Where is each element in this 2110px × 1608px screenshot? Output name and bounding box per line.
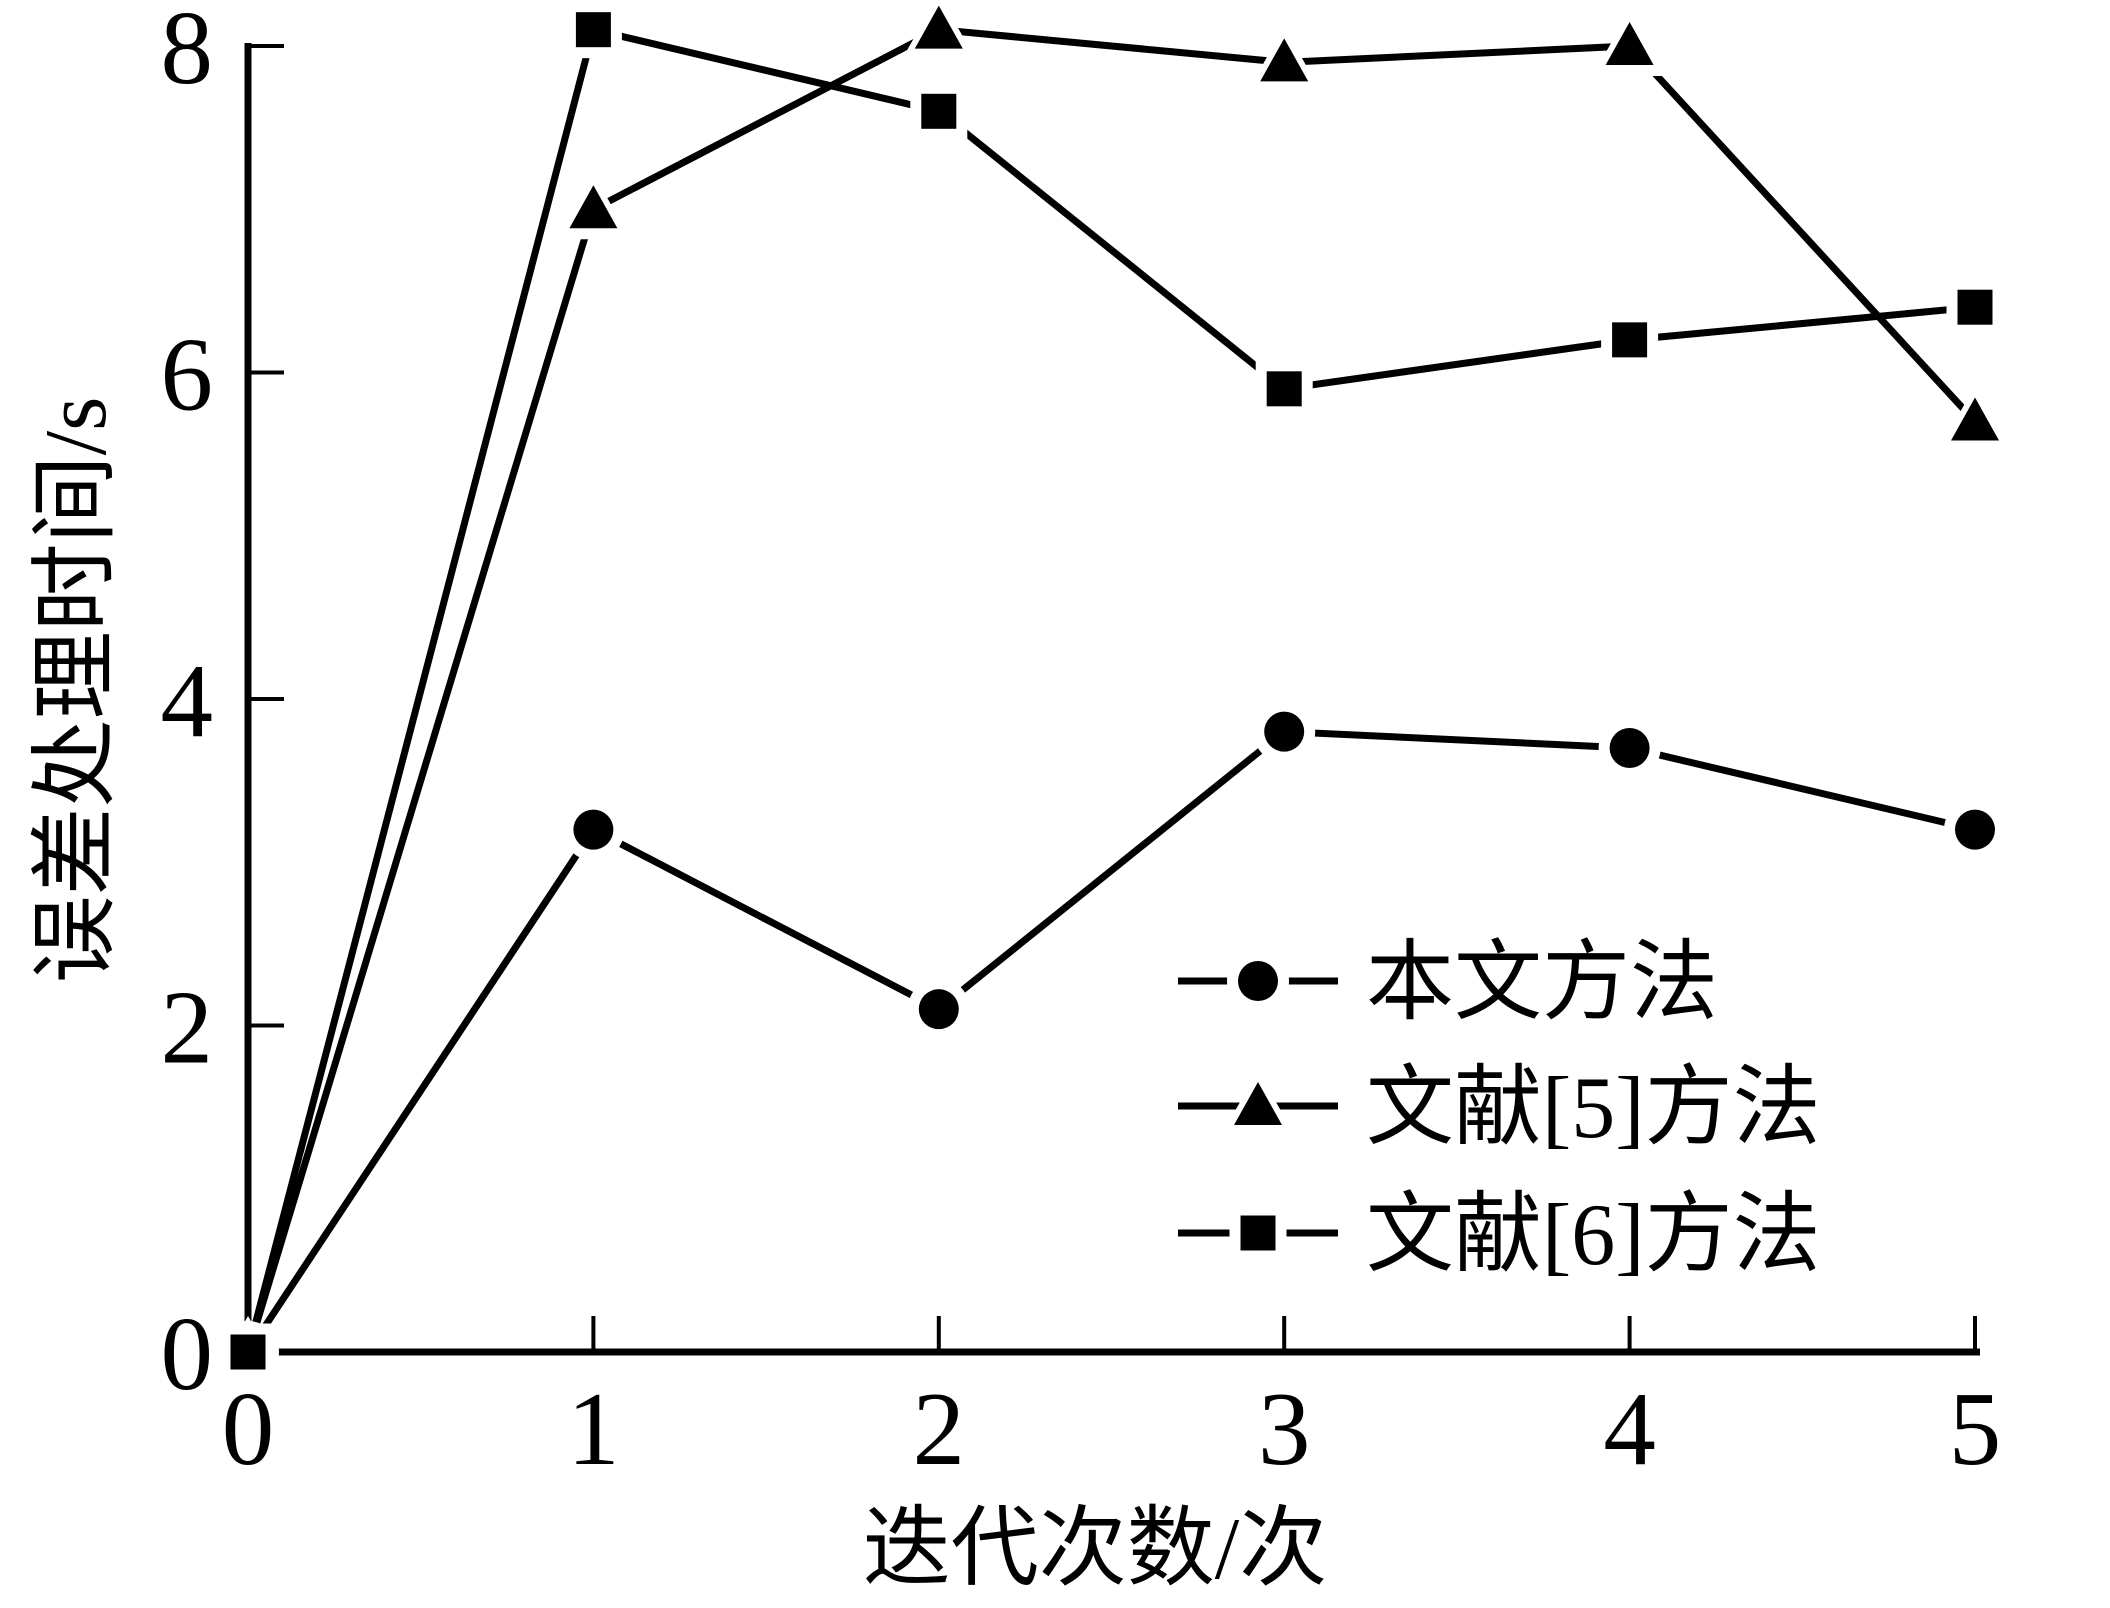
circle-marker — [918, 989, 959, 1030]
triangle-marker — [1951, 397, 1999, 441]
triangle-marker — [1605, 22, 1654, 65]
x-tick-label: 2 — [913, 1370, 966, 1487]
series-markers-1 — [211, 0, 2012, 1382]
series-line-2 — [244, 25, 1976, 1353]
legend-item-1: 文献[5]方法 — [1178, 1060, 1821, 1157]
y-tick-label: 8 — [161, 0, 214, 106]
y-axis-title: 误差处理时间/s — [28, 397, 125, 984]
x-tick-label: 3 — [1258, 1370, 1311, 1487]
legend-label: 文献[5]方法 — [1366, 1060, 1821, 1157]
x-axis-title: 迭代次数/次 — [863, 1501, 1327, 1598]
x-tick-label: 0 — [222, 1370, 275, 1487]
series-layer — [211, 0, 2012, 1383]
x-tick-label: 4 — [1603, 1370, 1656, 1487]
square-marker — [1266, 371, 1302, 407]
square-marker — [1240, 1215, 1276, 1251]
y-tick-label: 2 — [161, 969, 214, 1086]
circle-marker — [1609, 727, 1650, 768]
axes-layer: 0 2 4 6 8 0 1 2 3 4 5 — [161, 0, 2002, 1487]
y-tick-label: 4 — [161, 642, 214, 759]
triangle-marker — [914, 5, 963, 49]
circle-marker — [1264, 711, 1305, 752]
square-marker — [1957, 289, 1993, 325]
legend-label: 文献[6]方法 — [1366, 1187, 1821, 1284]
legend-item-2: 文献[6]方法 — [1178, 1187, 1821, 1284]
triangle-marker — [1234, 1082, 1282, 1125]
legend-item-0: 本文方法 — [1178, 935, 1718, 1032]
x-tick-label: 5 — [1949, 1370, 2002, 1487]
square-marker — [921, 93, 957, 129]
series-markers-2 — [219, 1, 2004, 1381]
square-marker — [1612, 322, 1648, 358]
series-line-1 — [244, 26, 1978, 1354]
circle-marker — [1955, 809, 1995, 850]
circle-marker — [573, 809, 614, 850]
x-tick-label: 1 — [567, 1370, 620, 1487]
legend-label: 本文方法 — [1366, 935, 1718, 1032]
y-tick-label: 0 — [161, 1295, 214, 1412]
square-marker — [575, 12, 611, 48]
series-line-0 — [245, 728, 1976, 1354]
y-tick-label: 6 — [161, 316, 214, 433]
triangle-marker — [569, 185, 618, 229]
triangle-marker — [1260, 38, 1309, 82]
circle-marker — [1238, 961, 1278, 1001]
square-marker — [230, 1334, 266, 1370]
